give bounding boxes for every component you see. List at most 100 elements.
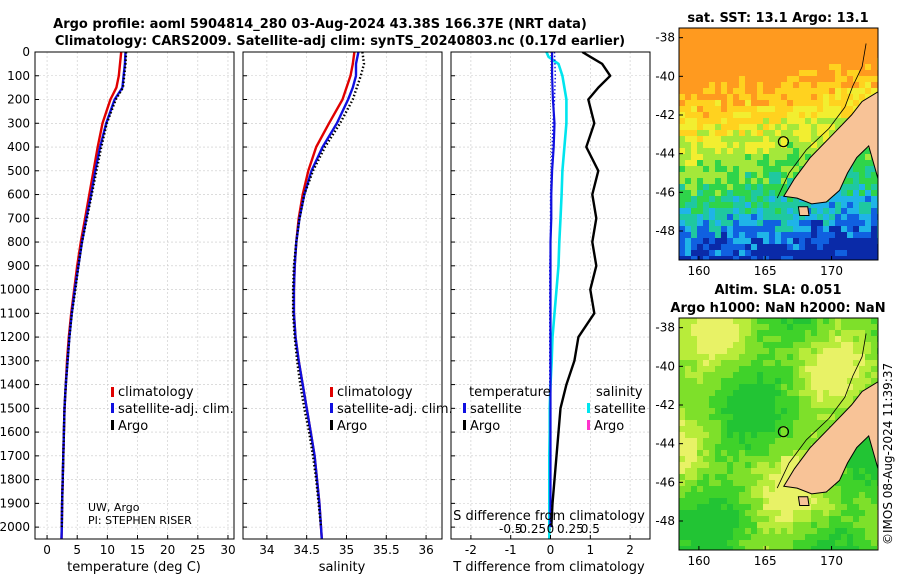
map-cell [847, 390, 854, 397]
map-cell [871, 208, 878, 215]
map-cell [781, 438, 788, 445]
map-cell [799, 238, 806, 245]
map-cell [763, 444, 770, 451]
map-cell [853, 390, 860, 397]
map-cell [787, 106, 794, 113]
map-cell [709, 148, 716, 155]
map-cell [697, 432, 704, 439]
map-cell [727, 178, 734, 185]
map-cell [793, 94, 800, 101]
map-cell [847, 64, 854, 71]
map-cell [781, 522, 788, 529]
map-cell [817, 256, 824, 260]
map-cell [823, 208, 830, 215]
map-cell [781, 220, 788, 227]
map-cell [817, 420, 824, 427]
map-cell [865, 354, 872, 361]
map-cell [703, 82, 710, 89]
map-cell [679, 142, 686, 149]
map-cell [715, 426, 722, 433]
map-cell [847, 76, 854, 83]
map-cell [835, 76, 842, 83]
map-cell [871, 372, 878, 379]
map-cell [865, 82, 872, 89]
map-cell [853, 226, 860, 233]
map-cell [751, 70, 758, 77]
map-cell [757, 256, 764, 260]
map-cell [679, 486, 686, 493]
map-cell [841, 474, 848, 481]
map-cell [799, 390, 806, 397]
map-cell [727, 70, 734, 77]
map-cell [751, 94, 758, 101]
map-cell [865, 324, 872, 331]
map-cell [799, 426, 806, 433]
map-cell [697, 420, 704, 427]
map-cell [751, 226, 758, 233]
map-cell [697, 438, 704, 445]
map-cell [727, 384, 734, 391]
map-cell [727, 154, 734, 161]
map-cell [817, 342, 824, 349]
map-cell [721, 516, 728, 523]
map-cell [793, 256, 800, 260]
map-cell [757, 468, 764, 475]
map-cell [847, 220, 854, 227]
map-cell [823, 64, 830, 71]
map-cell [763, 178, 770, 185]
map-cell [751, 492, 758, 499]
map-cell [865, 522, 872, 529]
map-cell [871, 202, 878, 209]
map-cell [811, 438, 818, 445]
map-cell [727, 522, 734, 529]
map-cell [739, 76, 746, 83]
map-cell [691, 510, 698, 517]
map-cell [781, 468, 788, 475]
map-cell [757, 148, 764, 155]
map-cell [769, 190, 776, 197]
map-cell [823, 238, 830, 245]
map-cell [793, 136, 800, 143]
map-cell [793, 462, 800, 469]
map-cell [685, 58, 692, 65]
map-cell [739, 88, 746, 95]
map-cell [739, 414, 746, 421]
map-cell [793, 324, 800, 331]
map-cell [751, 88, 758, 95]
map-cell [733, 390, 740, 397]
series-argo [291, 52, 366, 528]
legend-swatch-argo [111, 420, 114, 430]
map-cell [835, 112, 842, 119]
map-cell [859, 202, 866, 209]
map-cell [829, 124, 836, 131]
map-cell [733, 94, 740, 101]
map-cell [685, 384, 692, 391]
map-cell [823, 408, 830, 415]
map-cell [679, 534, 686, 541]
map-cell [787, 336, 794, 343]
map-cell [841, 196, 848, 203]
map-cell [841, 118, 848, 125]
map-cell [811, 142, 818, 149]
map-cell [709, 360, 716, 367]
map-cell [679, 528, 686, 535]
map-cell [763, 64, 770, 71]
map-cell [733, 438, 740, 445]
map-cell [697, 166, 704, 173]
map-cell [769, 348, 776, 355]
map-cell [739, 510, 746, 517]
map-cell [787, 142, 794, 149]
legend-swatch-temp-satellite [463, 403, 466, 413]
map-cell [727, 190, 734, 197]
map-cell [781, 190, 788, 197]
map-cell [745, 118, 752, 125]
map-cell [757, 528, 764, 535]
map-cell [727, 40, 734, 47]
map-cell [775, 354, 782, 361]
map-cell [739, 396, 746, 403]
map-cell [727, 420, 734, 427]
map-cell [865, 456, 872, 463]
map-cell [745, 148, 752, 155]
map-cell [691, 480, 698, 487]
map-cell [745, 130, 752, 137]
